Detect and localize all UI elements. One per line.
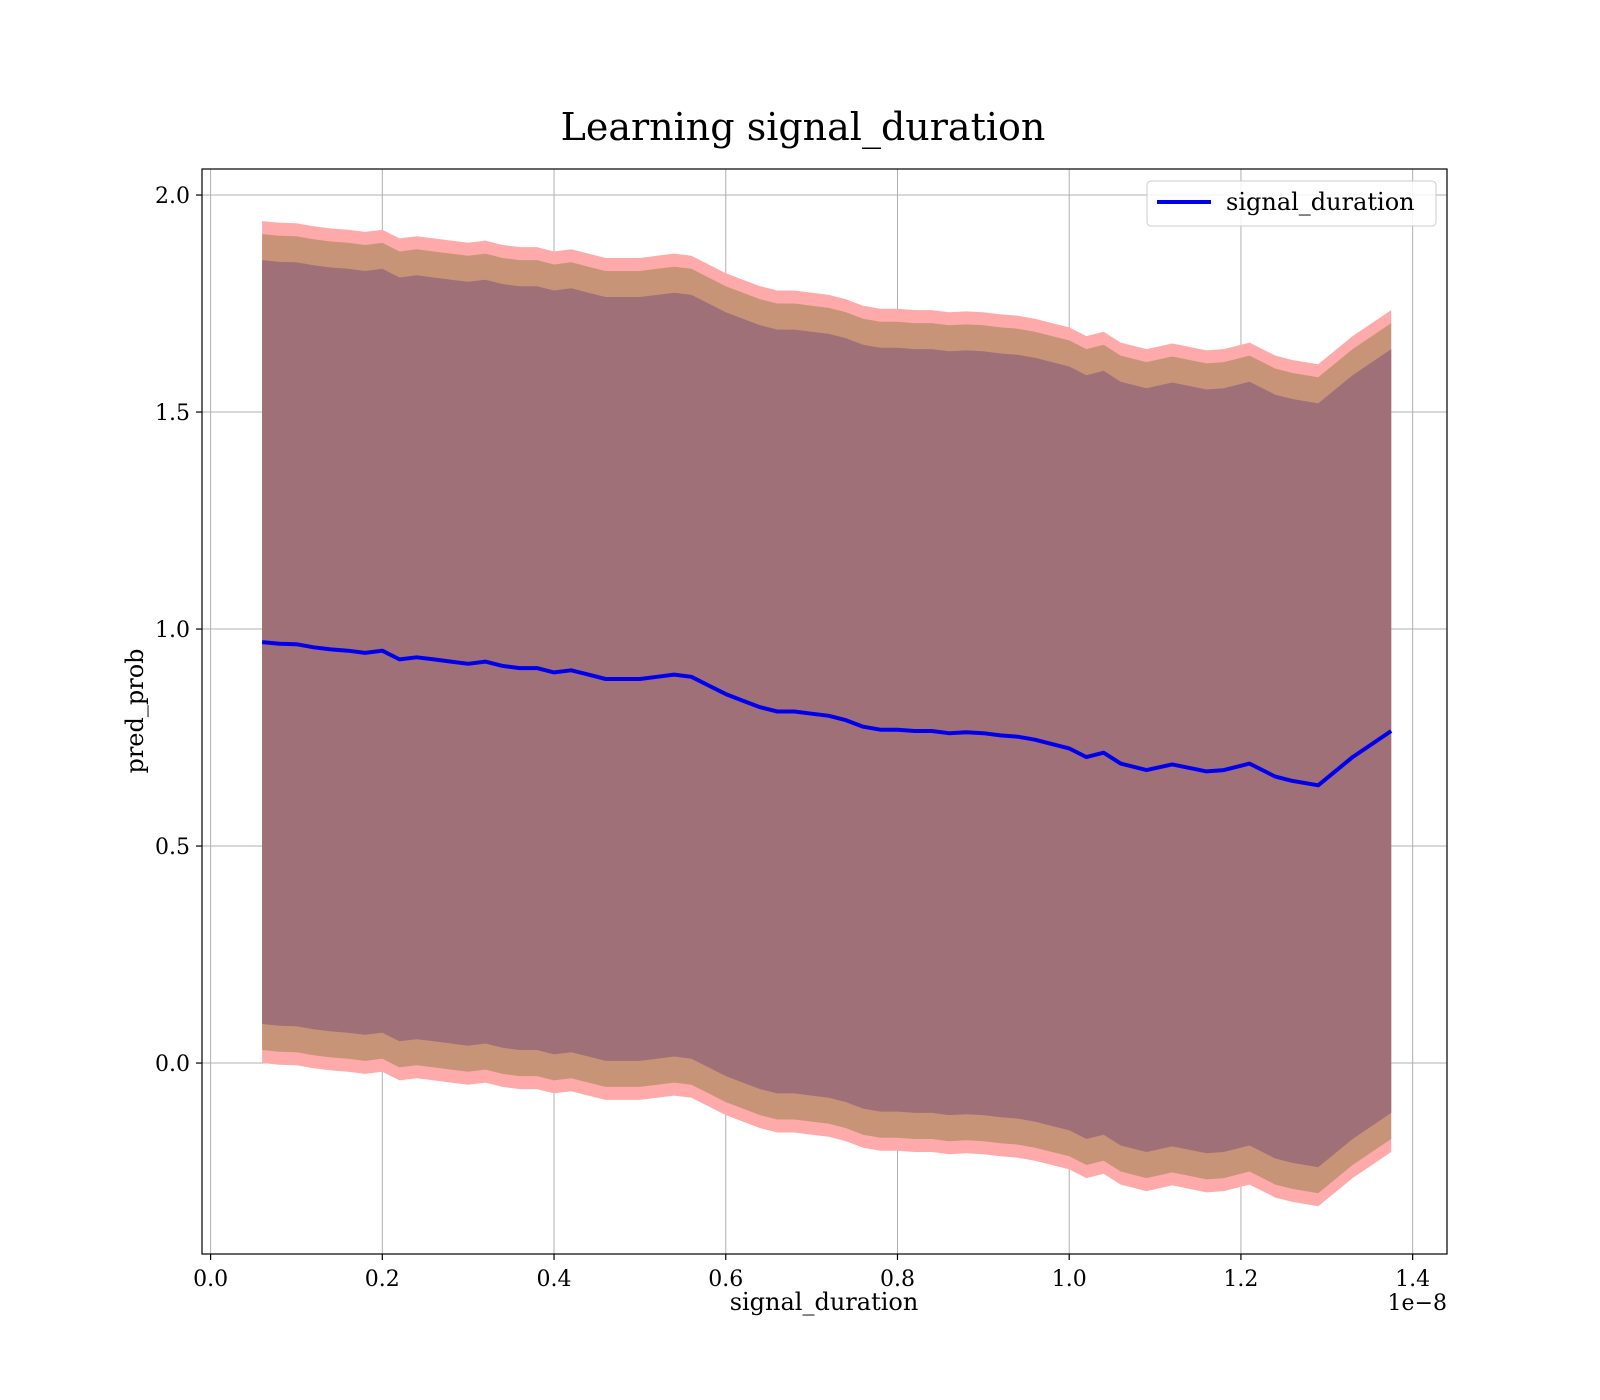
y-tick-label: 0.0	[155, 1052, 190, 1077]
x-tick-label: 0.4	[537, 1267, 572, 1292]
legend: signal_duration	[1146, 180, 1437, 227]
y-tick-label: 1.5	[155, 401, 190, 426]
plot-frame	[201, 168, 1448, 1255]
y-tick-label: 0.5	[155, 835, 190, 860]
x-tick-label: 0.6	[708, 1267, 743, 1292]
x-tick-label: 1.4	[1395, 1267, 1430, 1292]
x-tick-label: 1.0	[1052, 1267, 1087, 1292]
x-offset-text: 1e−8	[1388, 1291, 1447, 1316]
legend-entry-signal-duration: signal_duration	[1226, 188, 1415, 216]
chart-title: Learning signal_duration	[561, 105, 1046, 150]
series-layer	[261, 640, 1393, 788]
legend-box	[1146, 180, 1437, 227]
x-axis-ticks: 0.0 0.2 0.4 0.6 0.8 1.0 1.2 1.4	[193, 1254, 1430, 1292]
y-axis-ticks: 0.0 0.5 1.0 1.5 2.0	[155, 184, 202, 1077]
x-axis-label: signal_duration	[730, 1288, 919, 1316]
x-tick-label: 0.0	[193, 1267, 228, 1292]
series-line-signal-duration	[261, 640, 1393, 788]
x-tick-label: 1.2	[1223, 1267, 1258, 1292]
y-tick-label: 2.0	[155, 184, 190, 209]
x-tick-label: 0.2	[365, 1267, 400, 1292]
x-tick-label: 0.8	[880, 1267, 915, 1292]
y-axis-label: pred_prob	[121, 648, 149, 773]
y-tick-label: 1.0	[155, 618, 190, 643]
